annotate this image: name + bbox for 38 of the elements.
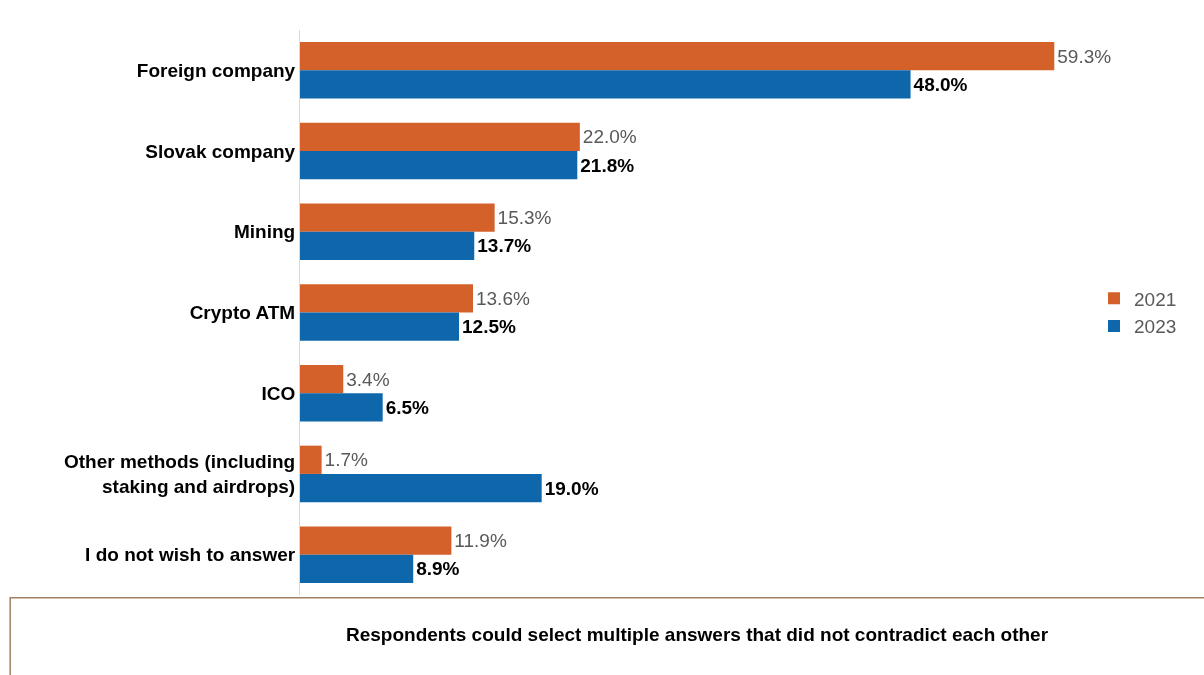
y-tick-label: Foreign company bbox=[136, 60, 296, 82]
data-label: 1.7% bbox=[324, 449, 369, 471]
data-label: 22.0% bbox=[582, 126, 637, 148]
data-label: 19.0% bbox=[544, 477, 599, 499]
y-tick-label: I do not wish to answer bbox=[85, 544, 296, 566]
bar bbox=[300, 312, 459, 341]
bar bbox=[300, 122, 580, 152]
data-label: 13.6% bbox=[475, 287, 530, 309]
data-label: 6.5% bbox=[385, 396, 430, 418]
data-label: 3.4% bbox=[346, 368, 390, 390]
legend-label: 2023 bbox=[1134, 316, 1177, 338]
data-label: 12.5% bbox=[462, 316, 516, 338]
bar bbox=[300, 364, 344, 394]
text: Respondents could select multiple answers that did not contradict each other bbox=[346, 624, 1049, 645]
bar bbox=[300, 445, 322, 474]
bar bbox=[300, 284, 473, 313]
bar bbox=[300, 473, 542, 503]
bar bbox=[300, 526, 452, 555]
y-tick-label: Slovak company bbox=[145, 140, 296, 162]
data-label: 8.9% bbox=[416, 558, 460, 580]
bar bbox=[300, 554, 414, 583]
y-tick-label: Mining bbox=[234, 221, 296, 243]
y-tick-label: Crypto ATM bbox=[189, 302, 296, 324]
bar bbox=[300, 203, 495, 232]
bar bbox=[300, 151, 578, 180]
data-label: 13.7% bbox=[477, 235, 532, 257]
bar bbox=[300, 42, 1055, 71]
bar bbox=[300, 231, 475, 261]
legend-label: 2021 bbox=[1134, 288, 1177, 310]
data-label: 48.0% bbox=[913, 73, 968, 95]
data-label: 15.3% bbox=[497, 207, 552, 229]
data-label: 59.3% bbox=[1057, 45, 1112, 67]
data-label: 11.9% bbox=[454, 530, 507, 552]
y-tick-label: Other methods (including staking and airdrops) bbox=[64, 451, 296, 497]
bar bbox=[300, 70, 911, 99]
data-label: 21.8% bbox=[580, 154, 635, 176]
y-tick-label: ICO bbox=[261, 382, 296, 404]
bar bbox=[300, 393, 383, 422]
